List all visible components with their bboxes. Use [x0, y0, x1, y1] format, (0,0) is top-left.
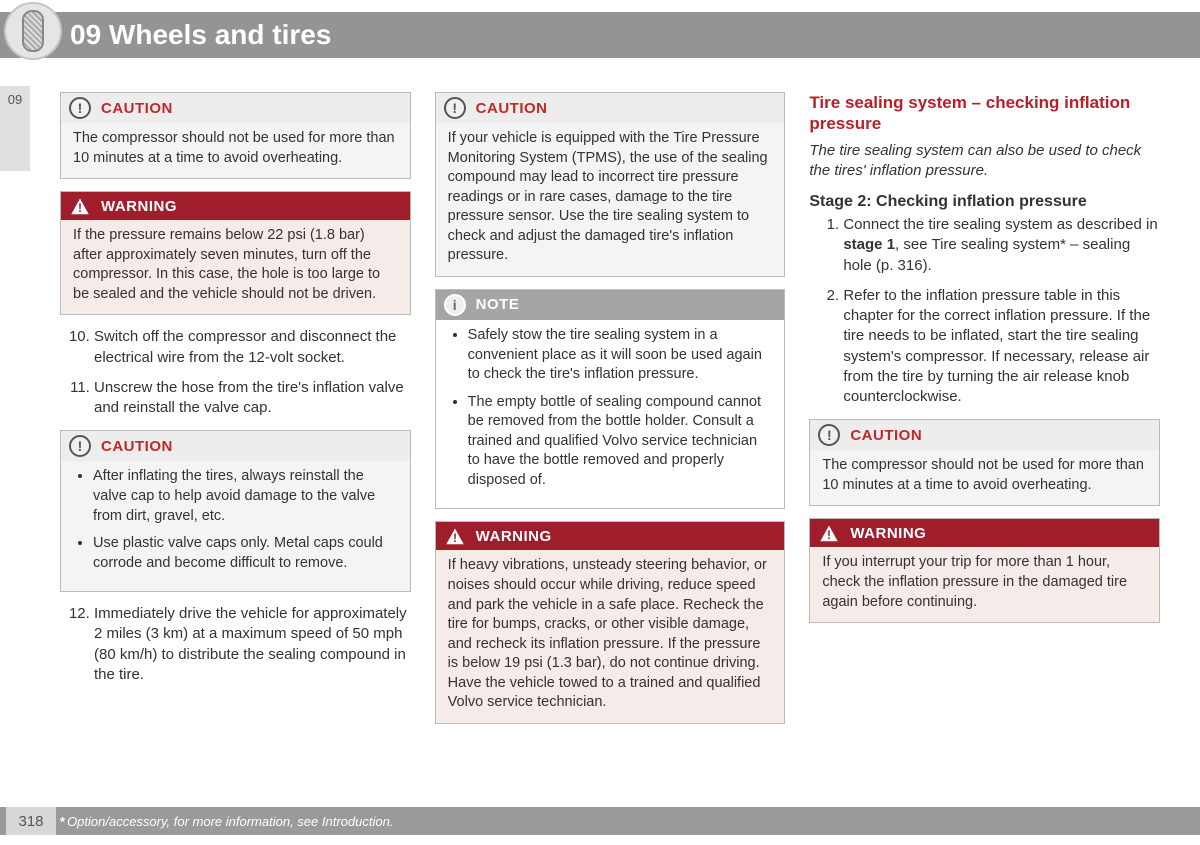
svg-text:!: !: [453, 531, 457, 545]
page-number: 318: [6, 807, 56, 835]
warning-icon: !: [69, 196, 91, 216]
warning-title: WARNING: [101, 198, 177, 215]
note-bullet: The empty bottle of sealing compound can…: [468, 393, 773, 491]
step-10: Switch off the compressor and disconnect…: [94, 327, 411, 368]
warning-box: ! WARNING If heavy vibrations, unsteady …: [435, 521, 786, 724]
stage-step-1: Connect the tire sealing system as descr…: [843, 215, 1160, 276]
chapter-title: 09 Wheels and tires: [70, 19, 331, 51]
note-body: Safely stow the tire sealing system in a…: [436, 320, 785, 509]
stage-step-2: Refer to the inflation pressure table in…: [843, 286, 1160, 408]
step-list: Immediately drive the vehicle for approx…: [60, 604, 411, 685]
note-box: i NOTE Safely stow the tire sealing syst…: [435, 289, 786, 510]
caution-title: CAUTION: [850, 427, 922, 444]
caution-body: The compressor should not be used for mo…: [810, 450, 1159, 505]
caution-icon: !: [818, 424, 840, 446]
side-tab: 09: [0, 86, 30, 171]
caution-title: CAUTION: [101, 100, 173, 117]
footer-note: * Option/accessory, for more information…: [0, 807, 1200, 835]
svg-text:!: !: [827, 528, 831, 542]
caution-body: The compressor should not be used for mo…: [61, 123, 410, 178]
step-11: Unscrew the hose from the tire's inflati…: [94, 378, 411, 419]
warning-box: ! WARNING If the pressure remains below …: [60, 191, 411, 315]
column-1: ! CAUTION The compressor should not be u…: [60, 92, 411, 790]
section-title: Tire sealing system – checking inflation…: [809, 92, 1160, 135]
caution-box: ! CAUTION After inflating the tires, alw…: [60, 430, 411, 592]
warning-title: WARNING: [850, 525, 926, 542]
info-icon: i: [444, 294, 466, 316]
section-subtitle: The tire sealing system can also be used…: [809, 141, 1160, 182]
warning-icon: !: [444, 526, 466, 546]
warning-body: If heavy vibrations, unsteady steering b…: [436, 550, 785, 723]
chapter-header: 09 Wheels and tires: [0, 12, 1200, 58]
step-12: Immediately drive the vehicle for approx…: [94, 604, 411, 685]
chapter-tire-icon: [4, 2, 62, 60]
caution-bullet: Use plastic valve caps only. Metal caps …: [93, 534, 398, 573]
caution-body: After inflating the tires, always reinst…: [61, 461, 410, 591]
warning-title: WARNING: [476, 528, 552, 545]
step-list: Switch off the compressor and disconnect…: [60, 327, 411, 418]
caution-box: ! CAUTION If your vehicle is equipped wi…: [435, 92, 786, 277]
caution-box: ! CAUTION The compressor should not be u…: [60, 92, 411, 179]
caution-title: CAUTION: [476, 100, 548, 117]
stage-steps: Connect the tire sealing system as descr…: [809, 215, 1160, 407]
caution-icon: !: [444, 97, 466, 119]
warning-icon: !: [818, 523, 840, 543]
caution-icon: !: [69, 435, 91, 457]
caution-title: CAUTION: [101, 438, 173, 455]
warning-body: If the pressure remains below 22 psi (1.…: [61, 220, 410, 314]
svg-text:!: !: [78, 201, 82, 215]
warning-box: ! WARNING If you interrupt your trip for…: [809, 518, 1160, 623]
content-columns: ! CAUTION The compressor should not be u…: [60, 92, 1160, 790]
note-bullet: Safely stow the tire sealing system in a…: [468, 326, 773, 385]
column-2: ! CAUTION If your vehicle is equipped wi…: [435, 92, 786, 790]
warning-body: If you interrupt your trip for more than…: [810, 547, 1159, 622]
column-3: Tire sealing system – checking inflation…: [809, 92, 1160, 790]
caution-bullet: After inflating the tires, always reinst…: [93, 467, 398, 526]
caution-body: If your vehicle is equipped with the Tir…: [436, 123, 785, 276]
note-title: NOTE: [476, 296, 520, 313]
stage-title: Stage 2: Checking inflation pressure: [809, 193, 1160, 211]
caution-box: ! CAUTION The compressor should not be u…: [809, 419, 1160, 506]
caution-icon: !: [69, 97, 91, 119]
